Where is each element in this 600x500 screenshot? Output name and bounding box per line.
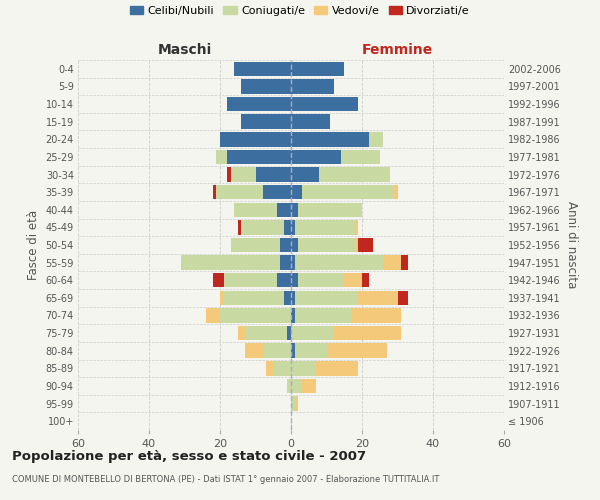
Bar [358, 238, 373, 252]
Bar [245, 326, 287, 340]
Bar [291, 150, 341, 164]
Y-axis label: Anni di nascita: Anni di nascita [565, 202, 578, 288]
Bar [295, 290, 358, 305]
Bar [295, 308, 352, 322]
Bar [291, 378, 302, 393]
Bar [291, 62, 344, 76]
Bar [266, 361, 273, 376]
Bar [316, 361, 358, 376]
Bar [284, 290, 291, 305]
Bar [224, 290, 284, 305]
Bar [291, 132, 369, 146]
Text: Maschi: Maschi [157, 44, 212, 58]
Bar [291, 114, 330, 129]
Bar [220, 308, 291, 322]
Text: COMUNE DI MONTEBELLO DI BERTONA (PE) - Dati ISTAT 1° gennaio 2007 - Elaborazione: COMUNE DI MONTEBELLO DI BERTONA (PE) - D… [12, 475, 439, 484]
Bar [234, 62, 291, 76]
Bar [291, 202, 298, 217]
Bar [234, 202, 277, 217]
Bar [291, 238, 298, 252]
Bar [284, 220, 291, 234]
Bar [291, 273, 298, 287]
Bar [273, 361, 291, 376]
Bar [291, 185, 302, 200]
Bar [298, 202, 362, 217]
Bar [263, 344, 291, 358]
Bar [220, 290, 224, 305]
Bar [302, 185, 394, 200]
Text: Popolazione per età, sesso e stato civile - 2007: Popolazione per età, sesso e stato civil… [12, 450, 366, 463]
Bar [227, 168, 230, 181]
Bar [213, 185, 217, 200]
Bar [334, 326, 401, 340]
Bar [230, 168, 256, 181]
Bar [291, 79, 334, 94]
Bar [280, 256, 291, 270]
Bar [362, 273, 369, 287]
Bar [241, 220, 284, 234]
Bar [291, 97, 358, 112]
Bar [369, 132, 383, 146]
Bar [280, 238, 291, 252]
Bar [263, 185, 291, 200]
Bar [383, 256, 401, 270]
Bar [355, 238, 358, 252]
Bar [394, 185, 398, 200]
Bar [224, 273, 277, 287]
Y-axis label: Fasce di età: Fasce di età [27, 210, 40, 280]
Bar [277, 202, 291, 217]
Bar [344, 273, 362, 287]
Bar [217, 185, 263, 200]
Bar [241, 79, 291, 94]
Bar [238, 326, 245, 340]
Bar [277, 273, 291, 287]
Bar [256, 168, 291, 181]
Bar [401, 256, 408, 270]
Bar [230, 238, 280, 252]
Bar [291, 361, 316, 376]
Bar [291, 168, 319, 181]
Bar [217, 150, 227, 164]
Bar [302, 378, 316, 393]
Bar [298, 238, 355, 252]
Bar [287, 378, 291, 393]
Bar [287, 326, 291, 340]
Bar [213, 273, 224, 287]
Text: Femmine: Femmine [362, 44, 433, 58]
Bar [291, 396, 295, 411]
Bar [238, 220, 241, 234]
Bar [295, 396, 298, 411]
Bar [326, 344, 387, 358]
Bar [295, 344, 326, 358]
Bar [352, 308, 401, 322]
Bar [398, 290, 408, 305]
Bar [291, 308, 295, 322]
Bar [298, 273, 344, 287]
Bar [227, 150, 291, 164]
Bar [358, 290, 398, 305]
Bar [291, 220, 295, 234]
Bar [245, 344, 263, 358]
Bar [291, 326, 334, 340]
Bar [295, 220, 355, 234]
Legend: Celibi/Nubili, Coniugati/e, Vedovi/e, Divorziati/e: Celibi/Nubili, Coniugati/e, Vedovi/e, Di… [130, 6, 470, 16]
Bar [181, 256, 280, 270]
Bar [220, 132, 291, 146]
Bar [241, 114, 291, 129]
Bar [341, 150, 380, 164]
Bar [319, 168, 391, 181]
Bar [291, 344, 295, 358]
Bar [355, 220, 358, 234]
Bar [206, 308, 220, 322]
Bar [291, 290, 295, 305]
Bar [227, 97, 291, 112]
Bar [295, 256, 383, 270]
Bar [291, 256, 295, 270]
